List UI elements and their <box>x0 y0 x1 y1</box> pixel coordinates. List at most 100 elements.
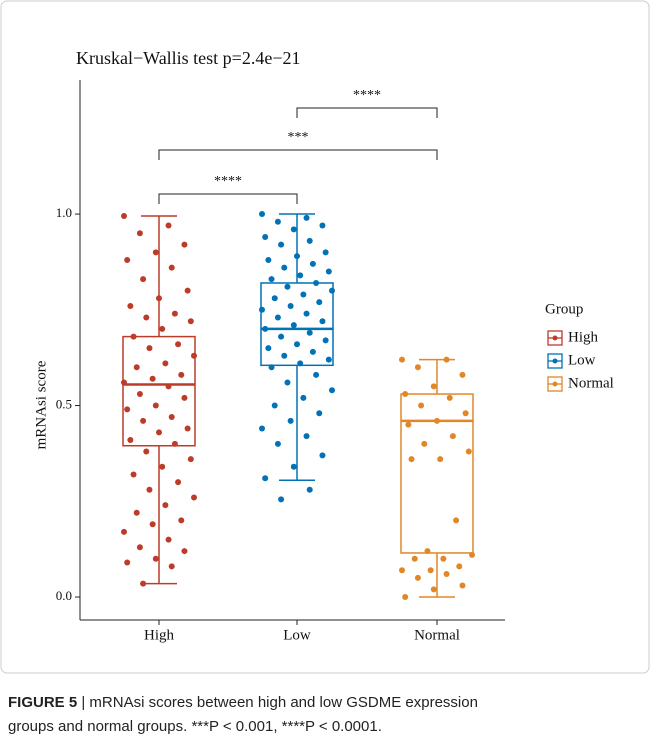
point <box>121 379 127 386</box>
point <box>402 594 409 601</box>
point <box>143 314 150 321</box>
point <box>290 226 297 233</box>
legend-title: Group <box>545 301 583 317</box>
point <box>313 371 320 378</box>
point <box>424 548 431 555</box>
point <box>440 555 447 562</box>
y-tick-label: 1.0 <box>56 205 72 220</box>
point <box>181 394 188 401</box>
x-tick-label: Low <box>283 627 311 643</box>
point <box>453 517 460 524</box>
point <box>165 536 172 543</box>
point <box>181 241 188 248</box>
point <box>313 279 320 286</box>
point <box>191 494 197 501</box>
point <box>121 528 127 535</box>
point <box>171 310 178 317</box>
point <box>316 410 323 417</box>
point <box>290 463 297 470</box>
point <box>152 249 159 256</box>
point <box>178 371 185 378</box>
bracket <box>296 107 438 118</box>
point <box>136 544 143 551</box>
point <box>306 486 313 493</box>
point <box>405 421 412 428</box>
point <box>306 237 313 244</box>
point <box>156 295 162 302</box>
point <box>414 364 421 371</box>
box <box>122 335 196 447</box>
point <box>168 563 175 570</box>
point <box>303 310 310 317</box>
point <box>284 379 291 386</box>
point <box>165 383 172 390</box>
point <box>303 433 310 440</box>
point <box>175 341 182 348</box>
point <box>259 425 265 432</box>
point <box>168 414 175 421</box>
legend-label: Low <box>568 352 596 368</box>
point <box>316 299 323 306</box>
y-tick-label: 0.5 <box>56 397 72 412</box>
point <box>297 360 304 367</box>
point <box>162 502 169 509</box>
chart-title: Kruskal−Wallis test p=2.4e−21 <box>76 48 300 68</box>
point <box>127 302 134 309</box>
legend-label: Normal <box>568 375 614 391</box>
point <box>140 417 147 424</box>
point <box>187 456 194 463</box>
point <box>146 486 153 493</box>
bracket <box>158 149 438 160</box>
point <box>187 318 194 325</box>
point <box>165 222 172 229</box>
point <box>325 268 332 275</box>
point <box>278 333 285 340</box>
point <box>399 356 405 363</box>
point <box>268 276 275 283</box>
bracket <box>158 193 298 204</box>
point <box>319 222 326 229</box>
point <box>274 440 281 447</box>
point <box>133 364 140 371</box>
point <box>281 352 288 359</box>
point <box>449 433 456 440</box>
point <box>414 574 421 581</box>
point <box>271 402 278 409</box>
legend-key-dot <box>552 335 558 341</box>
point <box>294 341 300 348</box>
point <box>309 348 316 355</box>
point <box>284 283 291 290</box>
point <box>149 521 156 528</box>
point <box>152 555 159 562</box>
point <box>259 211 265 218</box>
point <box>325 356 332 363</box>
point <box>265 345 272 352</box>
point <box>140 580 147 587</box>
point <box>418 402 425 409</box>
point <box>168 264 175 271</box>
point <box>427 567 434 574</box>
caption: FIGURE 5 | mRNAsi scores between high an… <box>8 694 478 711</box>
point <box>437 456 444 463</box>
legend-key-dot <box>552 381 558 387</box>
point <box>443 571 450 578</box>
point <box>456 563 463 570</box>
point <box>329 287 335 294</box>
point <box>399 567 405 574</box>
point <box>281 264 288 271</box>
point <box>430 383 437 390</box>
box <box>260 282 334 367</box>
point <box>300 291 307 298</box>
x-tick-label: High <box>144 627 175 643</box>
point <box>262 325 269 332</box>
point <box>133 509 140 516</box>
y-tick-label: 0.0 <box>56 588 72 603</box>
point <box>124 257 131 263</box>
point <box>287 417 294 424</box>
point <box>408 456 415 463</box>
point <box>430 586 437 593</box>
point <box>278 496 285 503</box>
point <box>136 391 143 398</box>
